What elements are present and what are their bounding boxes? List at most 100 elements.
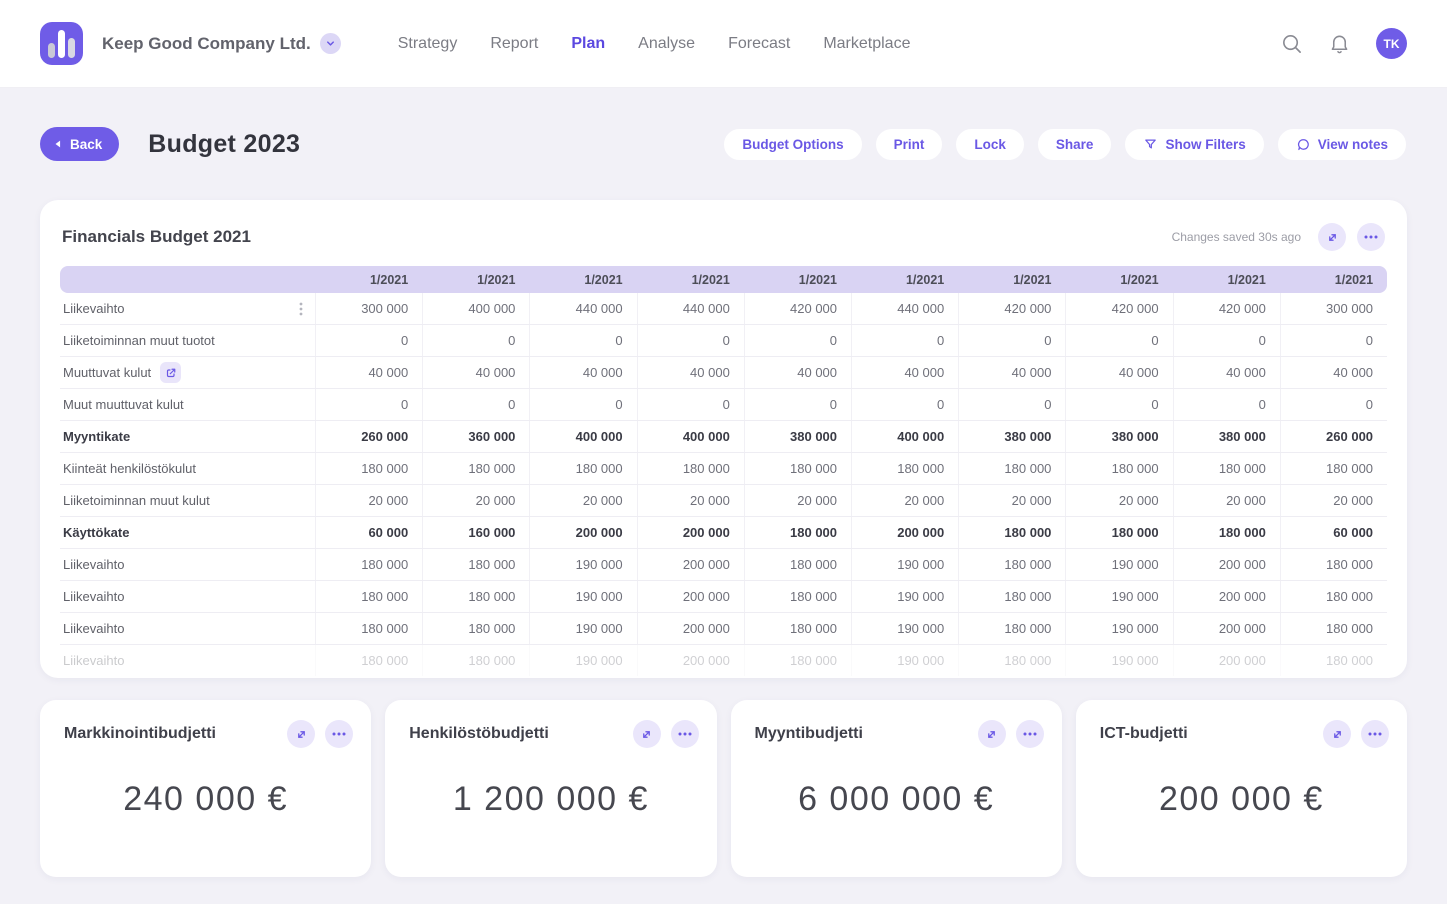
cell-value[interactable]: 190 000 (851, 613, 958, 644)
expand-icon[interactable] (632, 720, 661, 748)
cell-value[interactable]: 0 (1172, 389, 1280, 420)
cell-value[interactable]: 20 000 (1172, 485, 1280, 516)
cell-value[interactable]: 180 000 (315, 581, 422, 612)
cell-value[interactable]: 200 000 (636, 581, 744, 612)
ellipsis-icon[interactable] (1015, 720, 1044, 748)
nav-item-strategy[interactable]: Strategy (397, 34, 458, 52)
cell-value[interactable]: 180 000 (851, 453, 958, 484)
cell-value[interactable]: 180 000 (958, 549, 1065, 580)
cell-value[interactable]: 190 000 (851, 645, 958, 676)
cell-value[interactable]: 20 000 (1279, 485, 1387, 516)
cell-value[interactable]: 380 000 (1065, 421, 1172, 452)
cell-value[interactable]: 180 000 (743, 549, 851, 580)
cell-value[interactable]: 0 (315, 389, 422, 420)
print-button[interactable]: Print (874, 127, 944, 161)
cell-value[interactable]: 180 000 (1172, 453, 1280, 484)
cell-value[interactable]: 200 000 (1172, 549, 1280, 580)
cell-value[interactable]: 420 000 (1065, 293, 1172, 324)
cell-value[interactable]: 380 000 (958, 421, 1065, 452)
cell-value[interactable]: 180 000 (958, 613, 1065, 644)
cell-value[interactable]: 0 (422, 389, 529, 420)
back-button[interactable]: Back (40, 127, 120, 161)
cell-value[interactable]: 180 000 (743, 453, 851, 484)
cell-value[interactable]: 60 000 (315, 517, 422, 548)
cell-value[interactable]: 400 000 (636, 421, 744, 452)
expand-icon[interactable] (977, 720, 1006, 748)
cell-value[interactable]: 190 000 (1065, 549, 1172, 580)
chevron-down-icon[interactable] (319, 33, 341, 54)
cell-value[interactable]: 40 000 (636, 357, 744, 388)
cell-value[interactable]: 400 000 (851, 421, 958, 452)
cell-value[interactable]: 20 000 (1065, 485, 1172, 516)
cell-value[interactable]: 400 000 (422, 293, 529, 324)
cell-value[interactable]: 180 000 (315, 613, 422, 644)
ellipsis-icon[interactable] (1357, 223, 1385, 251)
nav-item-forecast[interactable]: Forecast (728, 34, 791, 52)
row-menu-icon[interactable] (299, 302, 303, 316)
cell-value[interactable]: 0 (529, 389, 636, 420)
cell-value[interactable]: 200 000 (851, 517, 958, 548)
cell-value[interactable]: 0 (1065, 389, 1172, 420)
cell-value[interactable]: 180 000 (958, 645, 1065, 676)
cell-value[interactable]: 20 000 (743, 485, 851, 516)
cell-value[interactable]: 40 000 (529, 357, 636, 388)
cell-value[interactable]: 200 000 (1172, 613, 1280, 644)
cell-value[interactable]: 190 000 (529, 581, 636, 612)
cell-value[interactable]: 180 000 (529, 453, 636, 484)
cell-value[interactable]: 0 (958, 325, 1065, 356)
cell-value[interactable]: 60 000 (1279, 517, 1387, 548)
cell-value[interactable]: 40 000 (315, 357, 422, 388)
cell-value[interactable]: 180 000 (1279, 613, 1387, 644)
cell-value[interactable]: 180 000 (1065, 453, 1172, 484)
cell-value[interactable]: 180 000 (315, 549, 422, 580)
cell-value[interactable]: 190 000 (529, 645, 636, 676)
cell-value[interactable]: 40 000 (851, 357, 958, 388)
cell-value[interactable]: 180 000 (743, 613, 851, 644)
cell-value[interactable]: 40 000 (1172, 357, 1280, 388)
cell-value[interactable]: 20 000 (958, 485, 1065, 516)
app-logo[interactable] (40, 22, 83, 65)
cell-value[interactable]: 190 000 (1065, 613, 1172, 644)
cell-value[interactable]: 0 (851, 325, 958, 356)
cell-value[interactable]: 180 000 (743, 645, 851, 676)
view-notes-button[interactable]: View notes (1276, 127, 1407, 161)
cell-value[interactable]: 200 000 (636, 549, 744, 580)
external-link-icon[interactable] (160, 362, 182, 383)
cell-value[interactable]: 420 000 (958, 293, 1065, 324)
cell-value[interactable]: 380 000 (743, 421, 851, 452)
cell-value[interactable]: 40 000 (422, 357, 529, 388)
lock-button[interactable]: Lock (955, 127, 1025, 161)
cell-value[interactable]: 260 000 (315, 421, 422, 452)
expand-icon[interactable] (287, 720, 316, 748)
expand-icon[interactable] (1323, 720, 1351, 748)
cell-value[interactable]: 300 000 (1279, 293, 1387, 324)
cell-value[interactable]: 20 000 (315, 485, 422, 516)
cell-value[interactable]: 180 000 (315, 645, 422, 676)
ellipsis-icon[interactable] (325, 720, 354, 748)
cell-value[interactable]: 180 000 (1279, 453, 1387, 484)
show-filters-button[interactable]: Show Filters (1124, 127, 1265, 161)
cell-value[interactable]: 200 000 (636, 645, 744, 676)
cell-value[interactable]: 0 (529, 325, 636, 356)
nav-item-report[interactable]: Report (490, 34, 539, 52)
cell-value[interactable]: 180 000 (958, 581, 1065, 612)
cell-value[interactable]: 180 000 (1065, 517, 1172, 548)
cell-value[interactable]: 190 000 (529, 613, 636, 644)
cell-value[interactable]: 0 (1065, 325, 1172, 356)
cell-value[interactable]: 300 000 (315, 293, 422, 324)
cell-value[interactable]: 180 000 (1279, 549, 1387, 580)
cell-value[interactable]: 190 000 (1065, 581, 1172, 612)
cell-value[interactable]: 420 000 (743, 293, 851, 324)
bell-icon[interactable] (1328, 32, 1351, 55)
cell-value[interactable]: 440 000 (851, 293, 958, 324)
cell-value[interactable]: 180 000 (1172, 517, 1280, 548)
cell-value[interactable]: 0 (422, 325, 529, 356)
nav-item-plan[interactable]: Plan (571, 34, 606, 52)
cell-value[interactable]: 260 000 (1279, 421, 1387, 452)
cell-value[interactable]: 400 000 (529, 421, 636, 452)
ellipsis-icon[interactable] (1361, 720, 1389, 748)
company-selector[interactable]: Keep Good Company Ltd. (102, 33, 341, 54)
avatar[interactable]: TK (1376, 28, 1407, 59)
nav-item-analyse[interactable]: Analyse (638, 34, 696, 52)
cell-value[interactable]: 440 000 (636, 293, 744, 324)
